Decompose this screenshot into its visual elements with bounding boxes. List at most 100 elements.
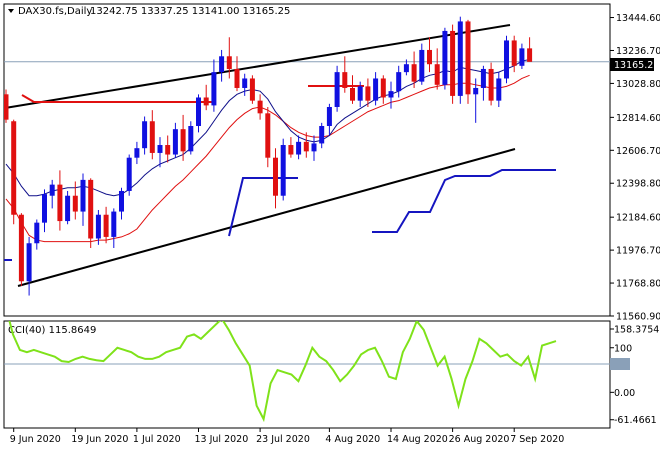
candle[interactable]: [311, 135, 317, 161]
candle-body: [403, 64, 409, 73]
candle-body: [319, 126, 325, 144]
candle-body: [365, 86, 371, 101]
candle[interactable]: [196, 94, 201, 133]
price-tick-label: 11976.70: [616, 246, 660, 257]
candle[interactable]: [288, 137, 294, 158]
candle[interactable]: [242, 73, 248, 96]
price-tick-label: 13236.70: [616, 46, 660, 57]
candle[interactable]: [296, 135, 302, 160]
candle[interactable]: [142, 116, 148, 155]
cci-panel[interactable]: [3, 320, 611, 429]
candle[interactable]: [519, 43, 525, 69]
candle[interactable]: [119, 187, 124, 220]
candle[interactable]: [203, 84, 209, 111]
candle[interactable]: [480, 65, 486, 101]
candle[interactable]: [350, 75, 355, 104]
candle[interactable]: [49, 179, 55, 209]
candle[interactable]: [249, 75, 255, 104]
candle[interactable]: [488, 62, 494, 106]
candle-body: [211, 72, 217, 106]
candle-body: [188, 126, 194, 152]
candle[interactable]: [111, 208, 117, 249]
candle[interactable]: [280, 138, 286, 201]
candle[interactable]: [65, 190, 71, 225]
candle[interactable]: [427, 37, 432, 73]
candle-body: [196, 97, 201, 127]
candle[interactable]: [226, 37, 232, 79]
ohlc-readout: 13242.75 13337.25 13141.00 13165.25: [90, 6, 290, 17]
channel-top-line[interactable]: [4, 24, 511, 109]
candle[interactable]: [165, 135, 171, 163]
candle[interactable]: [219, 49, 225, 82]
candle[interactable]: [504, 35, 509, 84]
candle[interactable]: [465, 19, 471, 104]
candle[interactable]: [149, 110, 155, 160]
candle[interactable]: [273, 148, 278, 209]
candle[interactable]: [157, 137, 163, 168]
candle[interactable]: [396, 65, 402, 98]
candle[interactable]: [57, 170, 63, 231]
candle[interactable]: [211, 59, 217, 112]
candle[interactable]: [72, 181, 78, 220]
candle[interactable]: [188, 121, 194, 155]
candle[interactable]: [265, 106, 271, 168]
menu-triangle-icon[interactable]: [8, 9, 14, 13]
moving-average-fast: [5, 58, 530, 197]
candle-body: [342, 72, 348, 88]
resistance-line: [21, 94, 212, 103]
candle[interactable]: [80, 173, 86, 226]
candle[interactable]: [180, 114, 186, 161]
candle[interactable]: [103, 206, 109, 244]
candle[interactable]: [42, 189, 47, 233]
price-tick-label: 13444.60: [616, 13, 660, 24]
candle-body: [126, 157, 132, 191]
candle[interactable]: [411, 51, 417, 88]
candle[interactable]: [126, 154, 132, 196]
price-tick-label: 13028.80: [616, 79, 660, 90]
candle[interactable]: [357, 81, 363, 107]
candle[interactable]: [34, 219, 40, 250]
candle[interactable]: [527, 37, 533, 62]
candle[interactable]: [88, 178, 94, 249]
channel-bottom-line[interactable]: [17, 148, 516, 287]
candle-body: [234, 68, 240, 88]
date-tick-label: 19 Jun 2020: [71, 434, 128, 445]
candle[interactable]: [419, 43, 425, 85]
candle-body: [242, 78, 248, 88]
price-tick-label: 12814.60: [616, 113, 660, 124]
main-chart-panel[interactable]: [3, 3, 611, 317]
candle[interactable]: [234, 56, 240, 92]
candle[interactable]: [11, 119, 17, 225]
candle[interactable]: [511, 35, 517, 73]
candle[interactable]: [496, 72, 502, 107]
price-tick-label: 12398.80: [616, 179, 660, 190]
candle[interactable]: [4, 89, 9, 123]
candle[interactable]: [257, 94, 263, 120]
candle[interactable]: [442, 27, 448, 90]
candle[interactable]: [342, 56, 348, 93]
candle[interactable]: [319, 122, 325, 149]
candle[interactable]: [26, 236, 32, 296]
candle-body: [473, 87, 479, 95]
candle[interactable]: [365, 78, 371, 107]
candle[interactable]: [380, 75, 386, 104]
candle[interactable]: [373, 72, 379, 106]
candle[interactable]: [457, 16, 463, 104]
candle[interactable]: [388, 81, 394, 109]
candle[interactable]: [334, 65, 340, 112]
candle-body: [57, 184, 63, 222]
candle[interactable]: [303, 132, 309, 158]
candlestick-series[interactable]: [4, 16, 533, 296]
candle[interactable]: [172, 122, 178, 158]
candle[interactable]: [326, 103, 332, 136]
candle[interactable]: [134, 141, 140, 165]
candle[interactable]: [403, 59, 409, 76]
candle[interactable]: [434, 48, 440, 90]
candle[interactable]: [18, 213, 24, 287]
support-line-2: [372, 169, 556, 233]
candle[interactable]: [95, 209, 101, 245]
candle[interactable]: [473, 78, 479, 123]
candle[interactable]: [450, 24, 456, 104]
current-price-tag: [610, 58, 654, 71]
